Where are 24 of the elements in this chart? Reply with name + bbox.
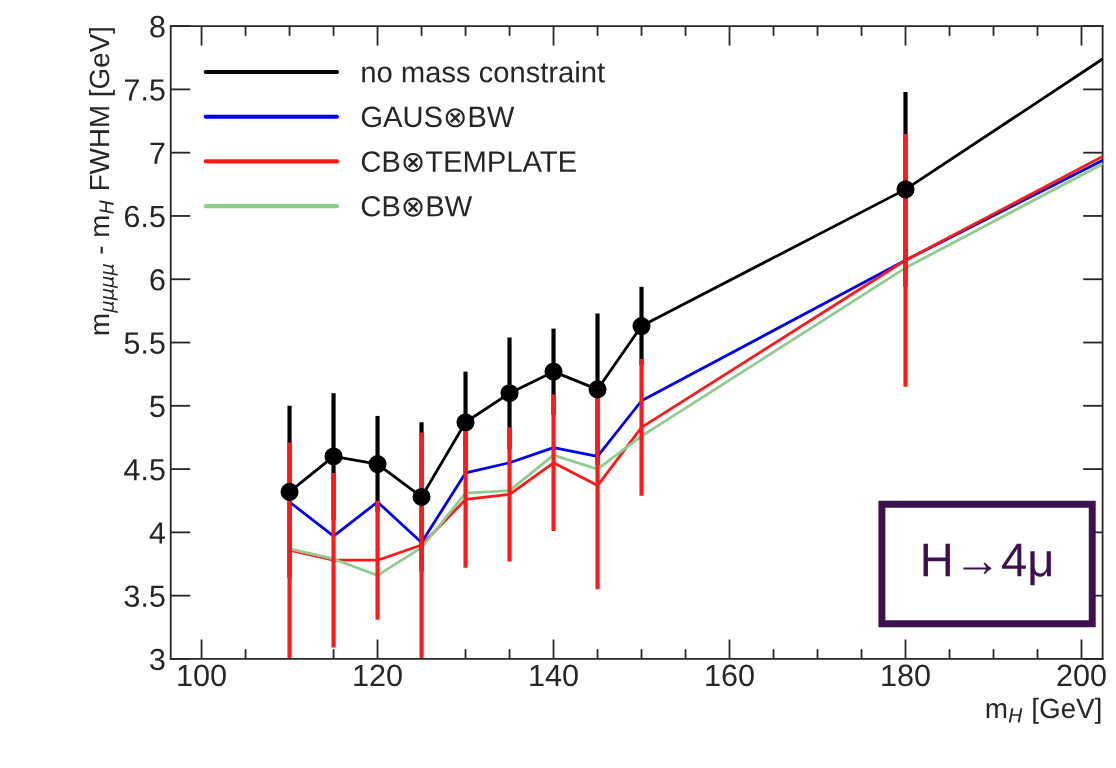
x-axis-title: m$_{H}$ [GeV] — [986, 697, 1101, 724]
y-axis-title: m$_{μμμμ}$ - m$_{H}$ FWHM [GeV] — [88, 28, 118, 335]
y-tick-label: 8 — [150, 15, 165, 38]
y-tick-label: 5.5 — [124, 332, 165, 354]
legend-label: CB⊗TEMPLATE — [361, 151, 576, 173]
y-tick-label: 6.5 — [124, 205, 165, 228]
x-tick-label: 120 — [354, 664, 402, 687]
y-tick-label: 3.5 — [124, 585, 165, 608]
y-tick-label: 7.5 — [124, 79, 165, 101]
x-tick-label: 200 — [1057, 664, 1106, 687]
y-tick-label: 5 — [150, 395, 165, 418]
x-tick-label: 180 — [882, 664, 930, 687]
y-tick-label: 3 — [150, 648, 165, 671]
legend-label: CB⊗BW — [361, 195, 473, 217]
x-tick-label: 140 — [530, 664, 578, 687]
y-tick-label: 7 — [150, 142, 165, 164]
legend-label: GAUS⊗BW — [361, 106, 515, 128]
annotation: H→4μ — [923, 543, 1051, 586]
y-tick-label: 4.5 — [124, 459, 165, 481]
legend-label: no mass constraint — [362, 61, 605, 83]
x-tick-label: 160 — [706, 664, 754, 687]
y-tick-label: 4 — [149, 522, 165, 544]
x-tick-label: 100 — [178, 664, 226, 687]
y-tick-label: 6 — [150, 268, 165, 291]
